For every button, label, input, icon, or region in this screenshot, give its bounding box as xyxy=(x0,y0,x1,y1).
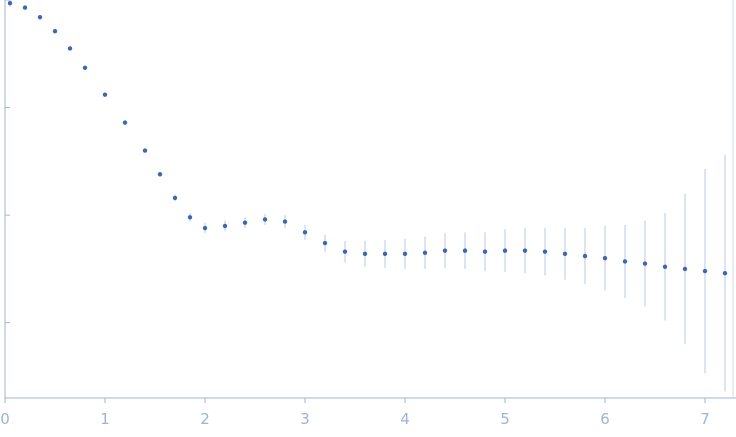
data-point xyxy=(402,251,408,257)
data-point xyxy=(172,195,178,201)
x-tick-label: 2 xyxy=(200,410,210,428)
data-point xyxy=(362,251,368,257)
data-point xyxy=(642,261,648,266)
data-point xyxy=(7,1,13,6)
x-tick-label: 1 xyxy=(100,410,110,428)
x-tick-label: 3 xyxy=(300,410,310,428)
data-point xyxy=(157,172,163,177)
x-tick-label: 6 xyxy=(600,410,610,428)
x-tick-label: 4 xyxy=(400,410,410,428)
data-point xyxy=(37,15,43,20)
data-point xyxy=(602,255,608,261)
data-point xyxy=(222,223,228,229)
data-point xyxy=(482,249,488,254)
data-point xyxy=(52,28,58,34)
data-point xyxy=(442,248,448,253)
data-point xyxy=(67,46,73,51)
ticks: 0 1 2 3 4 5 6 7 xyxy=(0,0,710,428)
data-point xyxy=(342,249,348,254)
axes xyxy=(4,0,736,399)
data-point xyxy=(542,249,548,254)
data-point xyxy=(702,268,708,274)
data-point xyxy=(302,230,308,235)
data-point xyxy=(82,65,88,70)
data-point xyxy=(187,215,193,220)
data-point xyxy=(262,217,268,222)
x-tick-label: 0 xyxy=(0,410,10,428)
data-point xyxy=(462,248,468,253)
data-point xyxy=(322,240,328,246)
data-point xyxy=(122,120,128,125)
plot-area xyxy=(7,0,728,392)
data-point xyxy=(142,148,148,153)
data-point xyxy=(202,225,208,231)
data-point xyxy=(22,5,28,10)
data-point xyxy=(102,92,108,97)
data-point xyxy=(582,253,588,259)
data-point xyxy=(722,271,728,276)
x-tick-label: 7 xyxy=(700,410,710,428)
data-point xyxy=(622,259,628,264)
data-point xyxy=(382,251,388,257)
data-point xyxy=(522,248,528,253)
data-point xyxy=(662,264,668,269)
data-point xyxy=(282,219,288,224)
data-point xyxy=(682,266,688,272)
data-point xyxy=(422,250,428,255)
x-tick-label: 5 xyxy=(500,410,510,428)
data-point xyxy=(562,251,568,257)
data-point xyxy=(242,220,248,225)
data-point xyxy=(502,248,508,253)
